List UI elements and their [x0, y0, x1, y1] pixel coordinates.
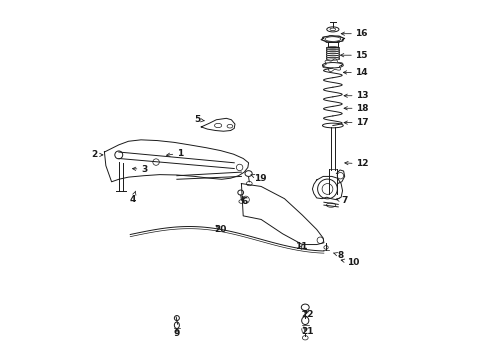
Text: 9: 9: [174, 329, 180, 338]
Text: 21: 21: [301, 327, 314, 336]
Text: 10: 10: [341, 258, 359, 267]
Text: 2: 2: [91, 150, 103, 159]
Text: 22: 22: [301, 310, 314, 319]
Text: 6: 6: [242, 197, 247, 206]
Text: 12: 12: [345, 159, 368, 168]
Text: 18: 18: [344, 104, 368, 113]
Bar: [328, 41, 338, 46]
Text: 19: 19: [251, 174, 267, 183]
Text: 13: 13: [344, 91, 368, 100]
Text: 1: 1: [167, 149, 183, 158]
Text: 5: 5: [194, 115, 204, 124]
Text: 7: 7: [336, 196, 348, 205]
Text: 3: 3: [132, 165, 147, 174]
Text: 4: 4: [129, 191, 136, 204]
Text: 14: 14: [343, 68, 368, 77]
Text: 20: 20: [215, 225, 227, 234]
Text: 8: 8: [333, 251, 344, 260]
Text: 15: 15: [341, 51, 368, 60]
Text: 16: 16: [341, 29, 368, 38]
Text: 17: 17: [344, 118, 369, 127]
Text: 11: 11: [295, 242, 308, 251]
